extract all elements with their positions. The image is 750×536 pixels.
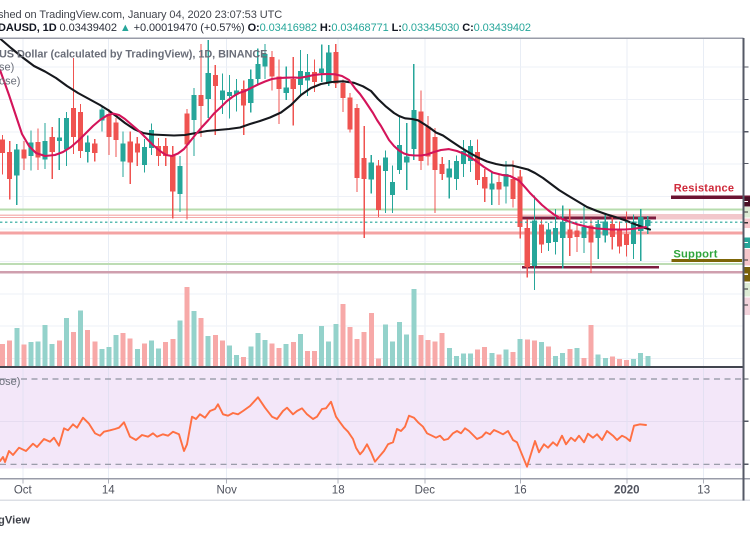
svg-text:se): se) xyxy=(0,62,14,74)
svg-text:ose): ose) xyxy=(0,376,20,388)
svg-text:/ US Dollar (calculated by Tra: / US Dollar (calculated by TradingView),… xyxy=(0,49,267,61)
svg-text:Support: Support xyxy=(673,249,717,261)
svg-text:Dec: Dec xyxy=(415,485,436,497)
svg-text:16: 16 xyxy=(514,485,527,497)
svg-text:14: 14 xyxy=(102,485,115,497)
svg-text:shed on TradingView.com, Janua: shed on TradingView.com, January 04, 202… xyxy=(0,9,282,21)
svg-text:2020: 2020 xyxy=(614,485,640,497)
svg-text:Nov: Nov xyxy=(216,485,237,497)
svg-text:Oct: Oct xyxy=(14,485,33,497)
svg-text:13: 13 xyxy=(697,485,710,497)
svg-text:DAUSD, 1D 0.03439402 ▲ +0.0001: DAUSD, 1D 0.03439402 ▲ +0.00019470 (+0.5… xyxy=(0,22,531,34)
svg-text:ose): ose) xyxy=(0,76,20,88)
svg-text:Resistance: Resistance xyxy=(674,183,735,195)
svg-text:18: 18 xyxy=(332,485,345,497)
svg-text:gView: gView xyxy=(0,515,30,527)
